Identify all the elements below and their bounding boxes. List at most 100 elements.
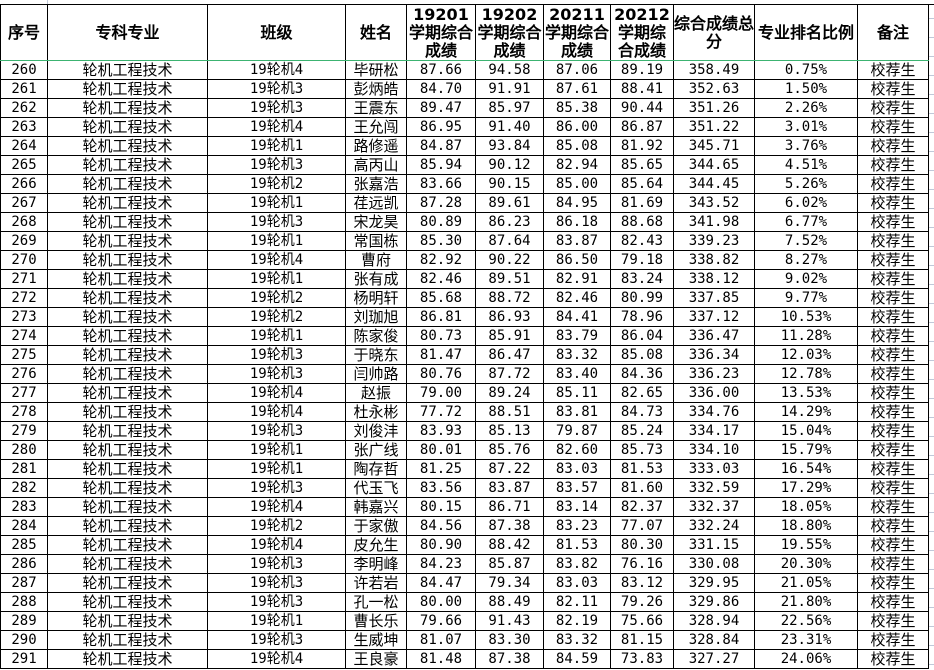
- cell-index[interactable]: 284: [0, 516, 48, 536]
- cell-major[interactable]: 轮机工程技术: [47, 326, 208, 346]
- cell-score-20211[interactable]: 87.06: [543, 60, 611, 80]
- cell-rank-ratio[interactable]: 2.26%: [754, 98, 858, 118]
- cell-score-19202[interactable]: 91.91: [475, 79, 544, 99]
- cell-class[interactable]: 19轮机3: [207, 98, 346, 118]
- cell-score-19202[interactable]: 85.13: [475, 421, 544, 441]
- cell-total[interactable]: 337.85: [673, 288, 755, 308]
- cell-index[interactable]: 270: [0, 250, 48, 270]
- cell-major[interactable]: 轮机工程技术: [47, 364, 208, 384]
- cell-remark[interactable]: 校荐生: [857, 60, 929, 80]
- cell-remark[interactable]: 校荐生: [857, 136, 929, 156]
- cell-name[interactable]: 杨明轩: [345, 288, 407, 308]
- cell-score-20211[interactable]: 83.87: [543, 231, 611, 251]
- cell-score-20211[interactable]: 85.11: [543, 383, 611, 403]
- cell-score-20211[interactable]: 79.87: [543, 421, 611, 441]
- cell-score-20211[interactable]: 83.40: [543, 364, 611, 384]
- cell-rank-ratio[interactable]: 4.51%: [754, 155, 858, 175]
- cell-score-19201[interactable]: 81.07: [406, 630, 476, 650]
- cell-class[interactable]: 19轮机1: [207, 459, 346, 479]
- header-term-19202[interactable]: 19202学期综合成绩: [475, 4, 544, 61]
- cell-score-19201[interactable]: 80.15: [406, 497, 476, 517]
- cell-index[interactable]: 272: [0, 288, 48, 308]
- cell-score-19201[interactable]: 83.93: [406, 421, 476, 441]
- cell-index[interactable]: 260: [0, 60, 48, 80]
- cell-total[interactable]: 329.95: [673, 573, 755, 593]
- header-remark[interactable]: 备注: [857, 4, 929, 61]
- cell-class[interactable]: 19轮机1: [207, 136, 346, 156]
- cell-name[interactable]: 常国栋: [345, 231, 407, 251]
- cell-name[interactable]: 陶存哲: [345, 459, 407, 479]
- cell-class[interactable]: 19轮机4: [207, 535, 346, 555]
- cell-score-20211[interactable]: 84.95: [543, 193, 611, 213]
- header-class[interactable]: 班级: [207, 4, 346, 61]
- cell-remark[interactable]: 校荐生: [857, 79, 929, 99]
- cell-score-19201[interactable]: 77.72: [406, 402, 476, 422]
- cell-rank-ratio[interactable]: 24.06%: [754, 649, 858, 669]
- cell-total[interactable]: 341.98: [673, 212, 755, 232]
- cell-score-19202[interactable]: 90.22: [475, 250, 544, 270]
- cell-score-20212[interactable]: 88.68: [610, 212, 674, 232]
- cell-name[interactable]: 荏远凯: [345, 193, 407, 213]
- cell-index[interactable]: 275: [0, 345, 48, 365]
- cell-total[interactable]: 337.12: [673, 307, 755, 327]
- cell-rank-ratio[interactable]: 18.05%: [754, 497, 858, 517]
- cell-remark[interactable]: 校荐生: [857, 269, 929, 289]
- cell-index[interactable]: 263: [0, 117, 48, 137]
- cell-index[interactable]: 266: [0, 174, 48, 194]
- cell-remark[interactable]: 校荐生: [857, 193, 929, 213]
- cell-name[interactable]: 路修遥: [345, 136, 407, 156]
- cell-score-20211[interactable]: 83.32: [543, 345, 611, 365]
- cell-score-19201[interactable]: 89.47: [406, 98, 476, 118]
- cell-major[interactable]: 轮机工程技术: [47, 250, 208, 270]
- cell-score-19201[interactable]: 83.56: [406, 478, 476, 498]
- cell-score-20212[interactable]: 86.04: [610, 326, 674, 346]
- cell-rank-ratio[interactable]: 3.76%: [754, 136, 858, 156]
- cell-rank-ratio[interactable]: 0.75%: [754, 60, 858, 80]
- cell-major[interactable]: 轮机工程技术: [47, 573, 208, 593]
- header-term-19201[interactable]: 19201学期综合成绩: [406, 4, 476, 61]
- cell-total[interactable]: 338.82: [673, 250, 755, 270]
- cell-rank-ratio[interactable]: 5.26%: [754, 174, 858, 194]
- cell-score-19202[interactable]: 88.42: [475, 535, 544, 555]
- cell-score-20212[interactable]: 90.44: [610, 98, 674, 118]
- cell-remark[interactable]: 校荐生: [857, 288, 929, 308]
- cell-index[interactable]: 283: [0, 497, 48, 517]
- cell-score-19202[interactable]: 87.38: [475, 649, 544, 669]
- cell-score-20211[interactable]: 83.23: [543, 516, 611, 536]
- cell-score-19201[interactable]: 84.70: [406, 79, 476, 99]
- cell-score-19202[interactable]: 87.64: [475, 231, 544, 251]
- cell-total[interactable]: 358.49: [673, 60, 755, 80]
- cell-score-20212[interactable]: 88.41: [610, 79, 674, 99]
- cell-total[interactable]: 351.26: [673, 98, 755, 118]
- cell-class[interactable]: 19轮机3: [207, 478, 346, 498]
- cell-score-19202[interactable]: 86.71: [475, 497, 544, 517]
- cell-name[interactable]: 韩嘉兴: [345, 497, 407, 517]
- cell-total[interactable]: 336.34: [673, 345, 755, 365]
- cell-major[interactable]: 轮机工程技术: [47, 630, 208, 650]
- cell-class[interactable]: 19轮机2: [207, 516, 346, 536]
- cell-score-19201[interactable]: 84.47: [406, 573, 476, 593]
- cell-score-20211[interactable]: 87.61: [543, 79, 611, 99]
- cell-rank-ratio[interactable]: 7.52%: [754, 231, 858, 251]
- cell-score-19202[interactable]: 79.34: [475, 573, 544, 593]
- cell-score-20211[interactable]: 86.50: [543, 250, 611, 270]
- cell-remark[interactable]: 校荐生: [857, 440, 929, 460]
- cell-score-19201[interactable]: 85.94: [406, 155, 476, 175]
- cell-score-19202[interactable]: 85.97: [475, 98, 544, 118]
- cell-score-20212[interactable]: 82.43: [610, 231, 674, 251]
- cell-score-19201[interactable]: 79.00: [406, 383, 476, 403]
- cell-score-20212[interactable]: 81.15: [610, 630, 674, 650]
- cell-class[interactable]: 19轮机3: [207, 364, 346, 384]
- cell-score-19201[interactable]: 82.46: [406, 269, 476, 289]
- cell-total[interactable]: 332.37: [673, 497, 755, 517]
- cell-total[interactable]: 336.00: [673, 383, 755, 403]
- cell-score-20212[interactable]: 79.26: [610, 592, 674, 612]
- cell-score-19202[interactable]: 93.84: [475, 136, 544, 156]
- cell-rank-ratio[interactable]: 15.79%: [754, 440, 858, 460]
- cell-class[interactable]: 19轮机4: [207, 497, 346, 517]
- cell-score-20212[interactable]: 81.92: [610, 136, 674, 156]
- cell-name[interactable]: 于家傲: [345, 516, 407, 536]
- cell-major[interactable]: 轮机工程技术: [47, 117, 208, 137]
- cell-name[interactable]: 毕研松: [345, 60, 407, 80]
- cell-index[interactable]: 265: [0, 155, 48, 175]
